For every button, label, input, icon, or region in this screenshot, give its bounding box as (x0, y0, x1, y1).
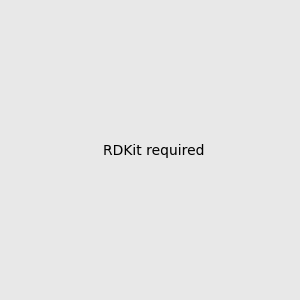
Text: RDKit required: RDKit required (103, 145, 205, 158)
